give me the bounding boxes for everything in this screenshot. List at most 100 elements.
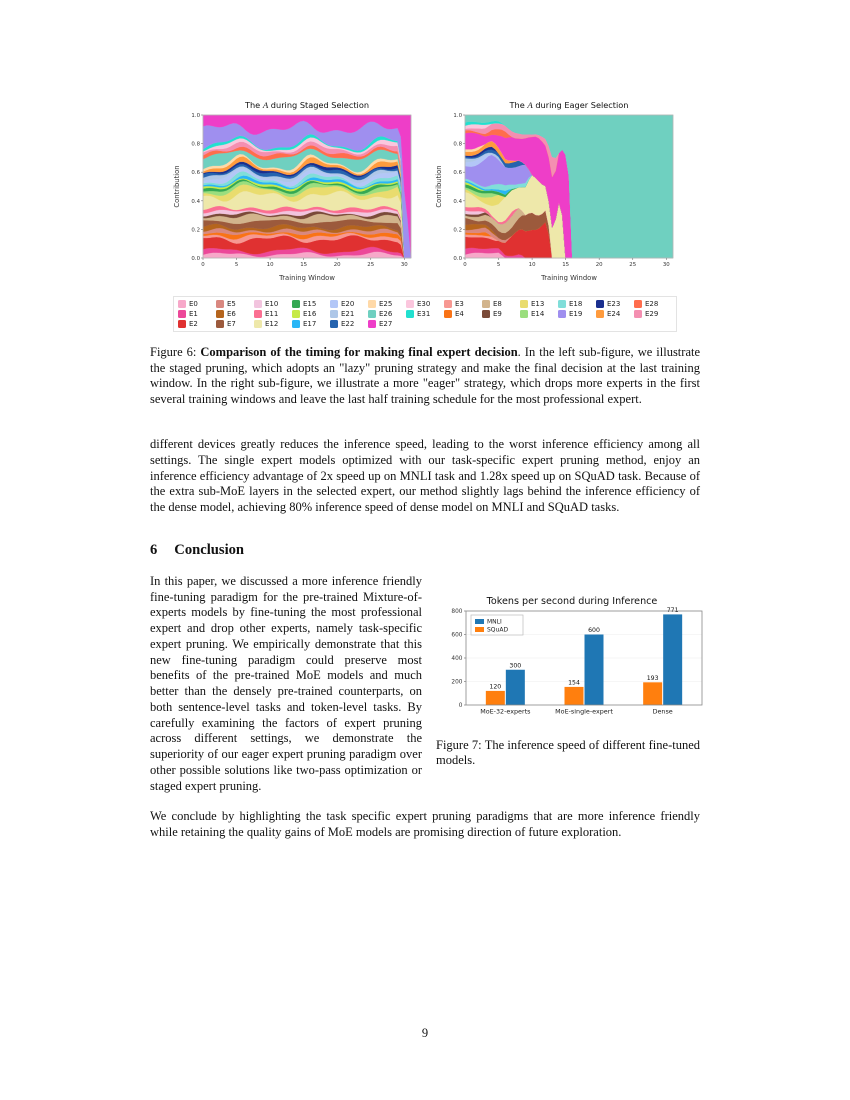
y-axis: 0.0 0.2 0.4 0.6 0.8 1.0 Contribution (435, 113, 465, 262)
legend-entry-E13: E13 (520, 300, 558, 308)
svg-text:200: 200 (451, 679, 462, 685)
legend-entry-E18: E18 (558, 300, 596, 308)
legend-entry-E17: E17 (292, 320, 330, 328)
svg-text:0.8: 0.8 (453, 142, 462, 148)
legend-swatch-E29 (634, 310, 642, 318)
svg-text:30: 30 (401, 262, 408, 268)
svg-text:30: 30 (663, 262, 670, 268)
legend-swatch-E0 (178, 300, 186, 308)
svg-text:771: 771 (667, 607, 679, 614)
final-paragraph: We conclude by highlighting the task spe… (150, 809, 700, 839)
figure7-caption-text: The inference speed of different fine-tu… (436, 737, 701, 768)
legend-label: E9 (493, 310, 502, 318)
legend-label: E6 (227, 310, 236, 318)
legend-entry-E23: E23 (596, 300, 634, 308)
legend-entry-E27: E27 (368, 320, 406, 328)
legend-entry-E10: E10 (254, 300, 292, 308)
legend-label: E31 (417, 310, 431, 318)
legend-entry-E11: E11 (254, 310, 292, 318)
legend-swatch-E24 (596, 310, 604, 318)
legend-label: E28 (645, 300, 659, 308)
legend-entry-E0: E0 (178, 300, 216, 308)
legend-label: E20 (341, 300, 355, 308)
legend-swatch-E25 (368, 300, 376, 308)
legend-swatch-E18 (558, 300, 566, 308)
page-number: 9 (421, 1026, 429, 1040)
legend-entry-E5: E5 (216, 300, 254, 308)
bar-mnli-2 (663, 614, 683, 705)
x-axis: 0 5 10 15 20 25 30 Training Window (201, 258, 408, 282)
legend-label: E17 (303, 320, 317, 328)
legend-entry-E24: E24 (596, 310, 634, 318)
legend-swatch-E10 (254, 300, 262, 308)
legend-swatch-E23 (596, 300, 604, 308)
legend-label: E27 (379, 320, 393, 328)
legend-entry-E26: E26 (368, 310, 406, 318)
legend-swatch-E4 (444, 310, 452, 318)
chart-title: The A during Staged Selection (244, 100, 369, 110)
legend-swatch-squad (475, 626, 484, 632)
legend-entry-E28: E28 (634, 300, 672, 308)
svg-text:0.2: 0.2 (453, 227, 462, 233)
legend-swatch-E31 (406, 310, 414, 318)
svg-text:0.0: 0.0 (453, 256, 462, 262)
legend-swatch-E9 (482, 310, 490, 318)
svg-text:193: 193 (647, 675, 659, 682)
svg-text:600: 600 (588, 627, 600, 634)
legend-swatch-E19 (558, 310, 566, 318)
bar-squad-1 (564, 686, 584, 705)
svg-text:5: 5 (235, 262, 238, 268)
legend-entry-E2: E2 (178, 320, 216, 328)
legend-swatch-E11 (254, 310, 262, 318)
legend-swatch-E28 (634, 300, 642, 308)
legend-entry-E12: E12 (254, 320, 292, 328)
svg-text:600: 600 (451, 632, 462, 638)
inference-speed-bar-chart: 0 200 400 600 800 120 300 154 600 193 771 MoE-32-ex… (451, 596, 703, 715)
svg-text:Training Window: Training Window (278, 274, 335, 282)
category-labels: MoE-32-experts MoE-single-expert Dense (480, 707, 673, 715)
figure7-caption: Figure 7: The inference speed of differe… (436, 738, 700, 769)
figure6-caption-text: . In the left sub-figure, we illustrate … (150, 345, 701, 406)
legend-entry-E6: E6 (216, 310, 254, 318)
svg-text:20: 20 (334, 262, 341, 268)
legend-label: E15 (303, 300, 317, 308)
legend-swatch-E8 (482, 300, 490, 308)
svg-text:Training Window: Training Window (540, 274, 597, 282)
legend-label: E11 (265, 310, 279, 318)
legend-swatch-E7 (216, 320, 224, 328)
plot-frame (465, 610, 703, 706)
legend-label: E30 (417, 300, 431, 308)
legend-label: E7 (227, 320, 236, 328)
legend-label: E12 (265, 320, 279, 328)
figure6-caption: Figure 6: Comparison of the timing for m… (150, 345, 700, 407)
bar-mnli-1 (584, 634, 604, 705)
svg-text:0.4: 0.4 (453, 199, 462, 205)
legend-label: E26 (379, 310, 393, 318)
legend-label: E2 (189, 320, 198, 328)
svg-text:Contribution: Contribution (173, 165, 181, 207)
legend-label: E29 (645, 310, 659, 318)
legend-swatch-E17 (292, 320, 300, 328)
bar-squad-2 (643, 682, 663, 705)
legend-entry-E3: E3 (444, 300, 482, 308)
legend-entry-E9: E9 (482, 310, 520, 318)
svg-text:Contribution: Contribution (435, 165, 443, 207)
legend-swatch-E15 (292, 300, 300, 308)
staged-selection-chart: 0 5 10 15 20 25 30 Training Window 0.0 0.2 0.4 0.6 0… (170, 98, 418, 286)
legend-label: E5 (227, 300, 236, 308)
bar-squad-0 (485, 690, 505, 705)
legend-entry-E20: E20 (330, 300, 368, 308)
svg-text:MNLI: MNLI (487, 618, 502, 625)
legend-entry-E29: E29 (634, 310, 672, 318)
legend-label: E1 (189, 310, 198, 318)
svg-text:154: 154 (568, 679, 580, 686)
series-areas (464, 114, 674, 259)
figure6-charts-row: 0 5 10 15 20 25 30 Training Window 0.0 0.2 0.4 0.6 0… (150, 98, 700, 286)
legend-swatch-E2 (178, 320, 186, 328)
legend-label: E25 (379, 300, 393, 308)
legend-label: E21 (341, 310, 355, 318)
